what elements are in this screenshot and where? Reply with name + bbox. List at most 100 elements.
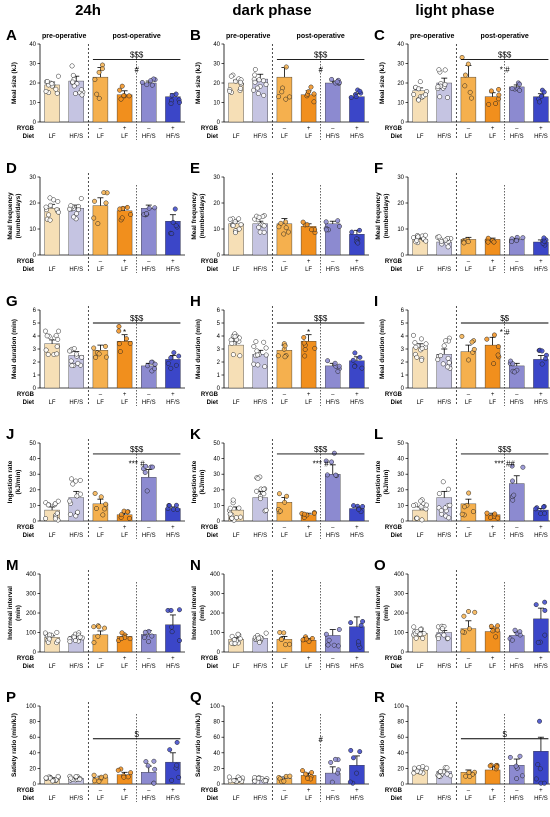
rygb-value: +	[491, 126, 495, 132]
data-point	[287, 641, 292, 647]
data-point	[96, 624, 102, 630]
data-point	[441, 632, 447, 638]
data-point	[411, 503, 417, 508]
diet-value: HF/S	[253, 267, 267, 273]
data-point	[302, 353, 308, 359]
data-point	[420, 764, 426, 769]
data-point	[414, 237, 420, 243]
diet-value: HF/S	[166, 134, 180, 140]
data-point	[251, 344, 257, 349]
diet-row-label: Diet	[391, 796, 402, 802]
rygb-value: +	[491, 788, 495, 794]
data-point	[435, 84, 441, 90]
diet-value: HF/S	[166, 533, 180, 539]
rygb-value: +	[123, 259, 127, 265]
y-tick-label: 20	[29, 201, 36, 207]
rygb-value: –	[331, 259, 335, 265]
y-tick-label: 50	[29, 441, 36, 447]
rygb-value: –	[147, 126, 151, 132]
rygb-value: –	[515, 525, 519, 531]
panel-r: R 0 20 40 60 80 100 Satiety ratio (min/kJ) RYGB D…	[374, 689, 550, 802]
y-axis-label: Meal duration (min)	[195, 319, 202, 379]
data-point	[541, 235, 547, 241]
diet-value: LF	[281, 267, 288, 273]
data-point	[231, 777, 237, 783]
y-tick-label: 0	[401, 650, 405, 656]
diet-value: LF	[97, 796, 104, 802]
data-point	[230, 352, 236, 358]
y-tick-label: 20	[29, 488, 36, 494]
data-point	[282, 354, 288, 360]
data-point	[79, 354, 85, 360]
data-point	[146, 639, 152, 645]
data-point	[103, 354, 109, 360]
rygb-value: –	[283, 788, 287, 794]
rygb-value: +	[123, 525, 127, 531]
diet-value: HF/S	[437, 400, 451, 406]
y-tick-label: 30	[213, 62, 220, 68]
data-point	[124, 204, 130, 210]
data-point	[261, 339, 267, 345]
diet-row-label: Diet	[207, 796, 218, 802]
data-point	[261, 78, 266, 84]
diet-row-label: Diet	[391, 400, 402, 406]
diet-value: HF/S	[253, 134, 267, 140]
data-point	[67, 639, 73, 645]
y-tick-label: 1	[401, 373, 405, 379]
data-point	[347, 779, 353, 785]
y-tick-label: 6	[401, 308, 405, 314]
rygb-value: –	[99, 525, 103, 531]
data-point	[355, 639, 361, 645]
diet-value: HF/S	[510, 400, 524, 406]
data-point	[459, 333, 465, 339]
rygb-value: –	[283, 525, 287, 531]
y-tick-label: 0	[33, 519, 37, 525]
data-point	[128, 770, 134, 776]
y-tick-label: 10	[29, 503, 36, 509]
data-point	[256, 224, 262, 230]
panel-letter-i: I	[374, 293, 378, 310]
y-axis-label: Intermeal interval	[7, 586, 14, 640]
y-tick-label: 3	[33, 347, 37, 353]
data-point	[533, 602, 539, 608]
data-point	[446, 515, 452, 521]
data-point	[461, 613, 467, 619]
diet-value: LF	[121, 400, 128, 406]
data-point	[437, 94, 443, 100]
y-tick-label: 0	[401, 120, 405, 126]
y-tick-label: 0	[33, 782, 37, 788]
diet-value: HF/S	[350, 267, 364, 273]
y-axis-label: Meal size (kJ)	[11, 62, 18, 104]
data-point	[45, 352, 51, 357]
rygb-value: +	[307, 259, 311, 265]
data-point	[436, 491, 442, 497]
y-tick-label: 10	[213, 101, 220, 107]
y-tick-label: 80	[29, 720, 36, 726]
bar-r-3	[484, 769, 501, 785]
data-point	[43, 775, 49, 781]
rygb-value: +	[355, 392, 359, 398]
data-point	[463, 773, 469, 779]
panel-letter-n: N	[190, 557, 201, 574]
y-tick-label: 80	[397, 720, 404, 726]
y-tick-label: 100	[26, 704, 37, 710]
data-point	[91, 345, 97, 351]
data-point	[237, 776, 243, 782]
data-point	[55, 73, 61, 79]
data-point	[173, 362, 179, 368]
data-point	[279, 637, 284, 642]
data-point	[509, 637, 515, 643]
diet-value: HF/S	[534, 134, 548, 140]
data-point	[53, 333, 59, 339]
data-point	[329, 459, 334, 465]
diet-value: LF	[233, 664, 240, 670]
data-point	[281, 778, 287, 784]
diet-value: LF	[417, 664, 424, 670]
rygb-value: +	[123, 656, 127, 662]
data-point	[309, 227, 315, 233]
data-point	[465, 61, 471, 67]
data-point	[46, 636, 52, 642]
data-point	[466, 357, 471, 363]
panel-letter-a: A	[6, 27, 17, 44]
